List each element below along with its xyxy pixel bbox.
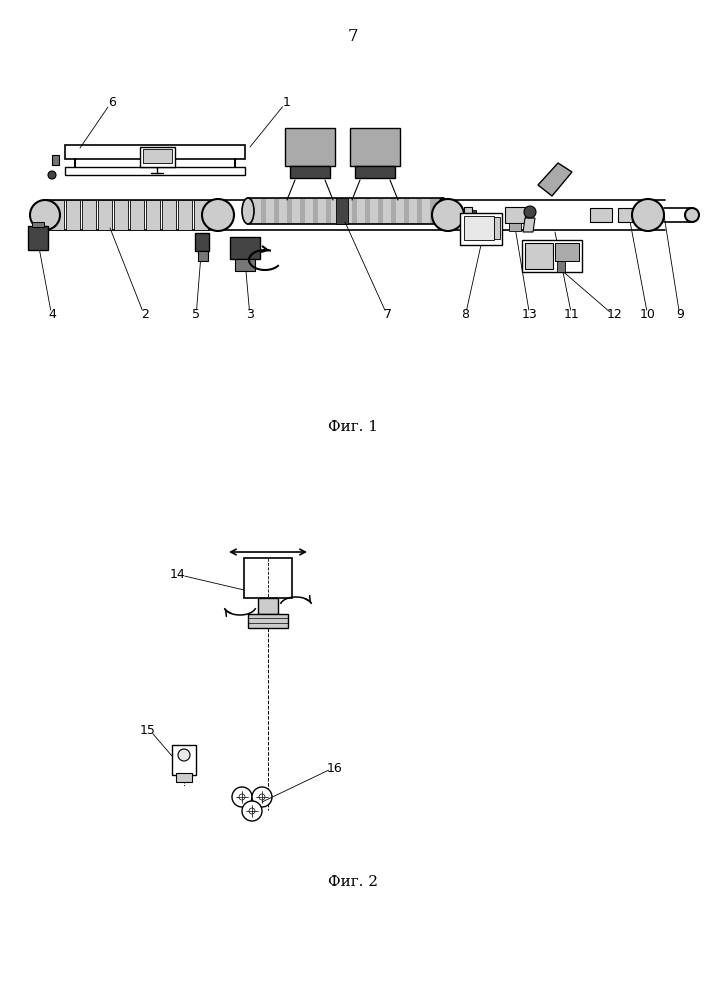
Polygon shape [523,218,535,232]
Bar [65,167,245,175]
Text: 11: 11 [564,308,580,322]
Text: 9: 9 [676,308,684,322]
Bar [396,199,404,223]
Bar [383,199,391,223]
Bar [114,200,128,230]
Bar [305,199,313,223]
Bar [143,149,172,163]
Bar [130,200,144,230]
Text: 7: 7 [348,28,358,45]
Bar [279,199,287,223]
Bar [292,199,300,223]
Circle shape [178,749,190,761]
Text: Фиг. 1: Фиг. 1 [328,420,378,434]
Bar [248,198,443,224]
Text: 2: 2 [141,308,149,322]
Circle shape [242,801,262,821]
Bar [82,200,96,230]
Text: 3: 3 [246,308,254,322]
Bar [258,598,278,614]
Bar [336,198,348,224]
Bar [65,145,245,159]
Bar [172,745,196,775]
Bar [162,200,176,230]
Bar [357,199,365,223]
Bar [422,199,430,223]
Bar [344,199,352,223]
Bar [509,223,521,231]
Text: 15: 15 [140,724,156,736]
Bar [230,237,260,259]
Bar [370,199,378,223]
Bar [178,200,192,230]
Bar [464,216,494,240]
Bar [140,147,175,167]
Text: 16: 16 [327,762,343,774]
Bar [318,199,326,223]
Bar [350,128,400,166]
Bar [525,243,553,269]
Bar [285,128,335,166]
Bar [98,200,112,230]
Bar [618,208,640,222]
Bar [557,261,565,272]
Circle shape [685,208,699,222]
Text: 1: 1 [283,97,291,109]
Bar [235,259,255,271]
Bar [66,200,80,230]
Bar [198,251,208,261]
Circle shape [30,200,60,230]
Bar [494,217,500,239]
Bar [522,240,582,272]
Text: 10: 10 [640,308,656,322]
Bar [253,199,261,223]
Circle shape [524,206,536,218]
Bar [464,207,472,223]
Text: 5: 5 [192,308,200,322]
Text: 13: 13 [522,308,538,322]
Text: 8: 8 [461,308,469,322]
Bar [32,222,44,227]
Bar [409,199,417,223]
Text: 14: 14 [170,568,186,582]
Bar [460,213,502,245]
Bar [505,207,525,223]
Bar [28,226,48,250]
Bar [590,208,612,222]
Text: 6: 6 [108,97,116,109]
Bar [194,200,208,230]
Circle shape [632,199,664,231]
Ellipse shape [438,198,448,224]
Bar [266,199,274,223]
Bar [472,210,476,220]
Polygon shape [538,163,572,196]
Bar [52,155,59,165]
Circle shape [252,787,272,807]
Bar [195,233,209,251]
Ellipse shape [242,198,254,224]
Circle shape [48,171,56,179]
Bar [244,558,292,598]
Text: Фиг. 2: Фиг. 2 [328,875,378,889]
Bar [555,243,579,261]
Bar [331,199,339,223]
Text: 12: 12 [607,308,623,322]
Bar [248,614,288,628]
Circle shape [432,199,464,231]
Bar [176,773,192,782]
Bar [146,200,160,230]
Circle shape [232,787,252,807]
Bar [50,200,64,230]
Bar [290,166,330,178]
Bar [355,166,395,178]
Text: 7: 7 [384,308,392,322]
Text: 4: 4 [48,308,56,322]
Circle shape [202,199,234,231]
